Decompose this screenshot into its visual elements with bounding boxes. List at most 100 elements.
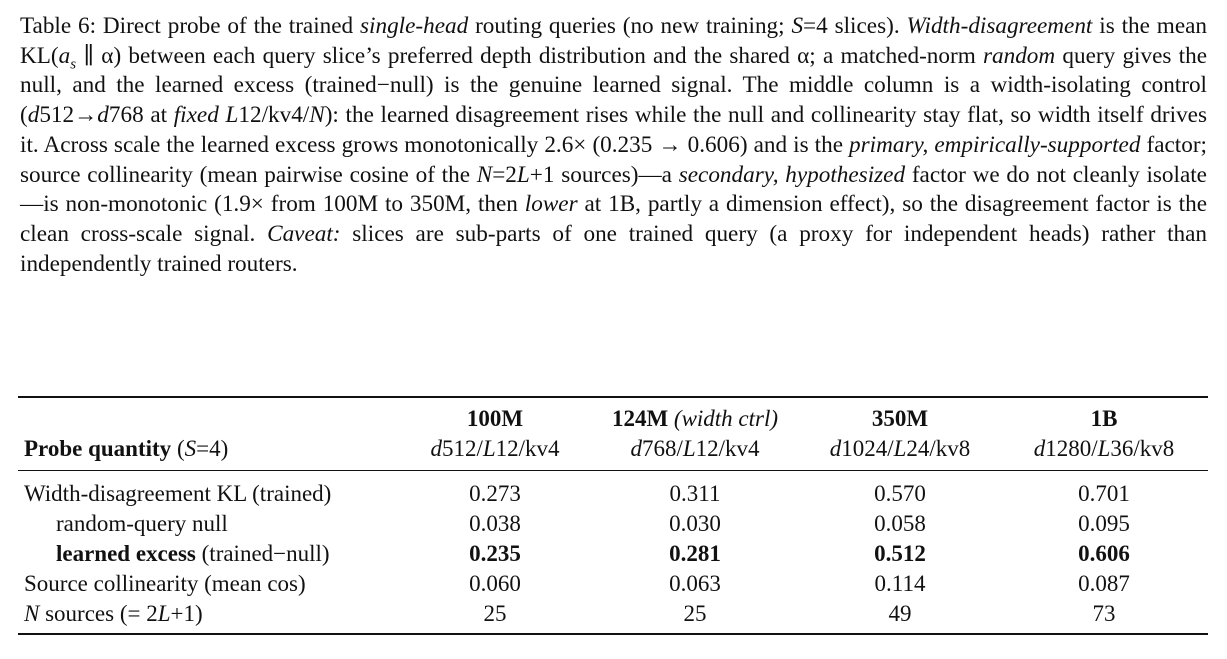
table-cell: 0.095	[1078, 511, 1130, 536]
row-label: learned excess (trained−null)	[18, 539, 400, 569]
table-cell: 0.570	[874, 481, 926, 506]
row-label-text: learned excess	[56, 541, 196, 566]
column-config-text: L	[1097, 436, 1111, 461]
column-config-text: L	[893, 436, 907, 461]
header-row: 100M 124M (width ctrl) 350M 1B	[18, 396, 1208, 434]
column-config-text: d	[829, 436, 842, 461]
caption-text: single-head	[360, 13, 469, 39]
header-cell: 100M	[400, 396, 590, 434]
caption-text: 768 at	[108, 102, 174, 129]
caption-text: d	[97, 102, 109, 129]
table-row: N sources (= 2L+1) 25 25 49 73	[18, 599, 1208, 635]
caption-text: 12/kv4/	[238, 102, 310, 129]
row-label-text: Source collinearity (mean cos)	[24, 571, 306, 596]
table-cell: 0.701	[1078, 481, 1130, 506]
column-config-text: 512/	[441, 436, 483, 461]
header-cell: 124M (width ctrl)	[590, 396, 800, 434]
table-cell: 25	[400, 599, 590, 635]
row-label-text: L	[157, 601, 171, 626]
caption-text: at 1B, partly a dimension effect), so th…	[20, 191, 1208, 247]
column-config-text: L	[482, 436, 496, 461]
row-label: Width-disagreement KL (trained)	[18, 471, 400, 510]
row-label-text: Width-disagreement KL (trained)	[24, 481, 332, 506]
row-label-text: random-query null	[56, 511, 228, 536]
table-cell: 0.281	[669, 541, 721, 566]
row-label: Source collinearity (mean cos)	[18, 569, 400, 599]
caption-text: N	[476, 161, 493, 188]
table-body: 100M 124M (width ctrl) 350M 1B Probe quantit…	[18, 396, 1208, 635]
column-name: 350M	[871, 406, 929, 431]
caption-text: is the mean KL(	[20, 13, 1207, 69]
column-name: 100M	[466, 406, 524, 431]
table-cell: 25	[590, 599, 800, 635]
table-cell: 73	[1000, 599, 1208, 635]
table-row: random-query null 0.038 0.030 0.058 0.095	[18, 509, 1208, 539]
caption: Table 6: Direct probe of the trained sin…	[20, 12, 1207, 279]
caption-text: primary, empirically-supported	[849, 131, 1141, 158]
caption-text: random	[983, 42, 1056, 69]
caption-text: slices are sub-parts of one trained quer…	[20, 220, 1207, 277]
column-config-text: L	[682, 436, 696, 461]
column-config: d1024/L24/kv8	[800, 434, 1000, 471]
caption-text: factor we do not cleanly isolate—is non-…	[20, 161, 1207, 218]
caption-text: fixed	[173, 102, 219, 129]
header-cell: 1B	[1000, 396, 1208, 434]
table-cell: 0.038	[469, 511, 521, 536]
caption-text: Caveat:	[267, 220, 341, 247]
table-cell: 0.235	[469, 541, 521, 566]
caption-text: ): the learned disagreement rises while …	[20, 102, 1207, 158]
column-config: d768/L12/kv4	[590, 434, 800, 471]
table-cell: 0.087	[1078, 571, 1130, 596]
column-name: 124M	[611, 406, 669, 431]
caption-text: factor; source collinearity (mean pairwi…	[20, 131, 1207, 188]
table-cell: 0.058	[874, 511, 926, 536]
caption-text: L	[225, 102, 239, 129]
stub-header-text: =4)	[196, 436, 229, 461]
column-name: 1B	[1090, 406, 1118, 431]
table-row: Source collinearity (mean cos) 0.060 0.063…	[18, 569, 1208, 599]
table-cell: 0.060	[469, 571, 521, 596]
caption-text: d	[27, 102, 40, 129]
table-row: Width-disagreement KL (trained) 0.273 0.31…	[18, 471, 1208, 510]
caption-text: Width-disagreement	[906, 13, 1093, 39]
column-config: d512/L12/kv4	[400, 434, 590, 471]
caption-text: lower	[524, 191, 578, 218]
table-cell: 49	[800, 599, 1000, 635]
column-config-text: 12/kv4	[495, 436, 560, 461]
header-cell: 350M	[800, 396, 1000, 434]
caption-text: =4 slices).	[803, 13, 907, 39]
row-label: N sources (= 2L+1)	[18, 599, 400, 635]
row-label-text: (trained−null)	[195, 541, 330, 566]
row-label-text: sources (= 2	[39, 601, 158, 626]
column-config-text: 768/	[641, 436, 683, 461]
table-row: learned excess (trained−null) 0.235 0.281 0…	[18, 539, 1208, 569]
table-cell: 0.273	[469, 481, 521, 506]
table-cell: 0.512	[874, 541, 926, 566]
caption-text: N	[309, 102, 325, 129]
caption-text: L	[516, 161, 530, 188]
header-row: Probe quantity (S=4) d512/L12/kv4 d768/L12…	[18, 434, 1208, 471]
caption-text: 512→	[39, 102, 98, 129]
column-config-text: 24/kv8	[906, 436, 971, 461]
column-config-text: d	[630, 436, 642, 461]
results-table: 100M 124M (width ctrl) 350M 1B Probe quantit…	[18, 396, 1208, 635]
column-config-text: d	[1033, 436, 1046, 461]
table-cell: 0.030	[669, 511, 721, 536]
header-cell	[18, 396, 400, 434]
caption-text: a	[58, 42, 71, 69]
stub-header-text: (	[171, 436, 185, 461]
table-cell: 0.063	[669, 571, 721, 596]
caption-text: S	[791, 13, 804, 39]
caption-text: s	[70, 56, 77, 73]
column-note: (width ctrl)	[673, 406, 779, 431]
caption-text: secondary, hypothesized	[678, 161, 906, 188]
caption-text: ∥ α) between each query slice’s preferre…	[76, 42, 983, 69]
caption-text: query gives the null, and the learned ex…	[20, 42, 1207, 129]
table-cell: 0.114	[874, 571, 926, 596]
column-config-text: d	[430, 436, 442, 461]
column-config: d1280/L36/kv8	[1000, 434, 1208, 471]
column-config-text: 1024/	[841, 436, 894, 461]
table-cell: 0.606	[1078, 541, 1130, 566]
stub-header: Probe quantity (S=4)	[18, 434, 400, 471]
